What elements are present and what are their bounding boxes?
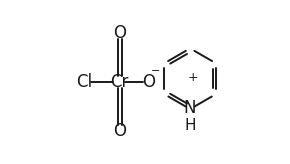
Text: O: O xyxy=(143,73,156,91)
Text: Cr: Cr xyxy=(110,73,129,91)
Text: Cl: Cl xyxy=(76,73,93,91)
Text: O: O xyxy=(113,122,126,140)
Text: O: O xyxy=(113,24,126,42)
Text: −: − xyxy=(151,66,161,76)
Text: N: N xyxy=(184,99,196,117)
Text: +: + xyxy=(187,71,198,84)
Text: H: H xyxy=(184,118,196,133)
